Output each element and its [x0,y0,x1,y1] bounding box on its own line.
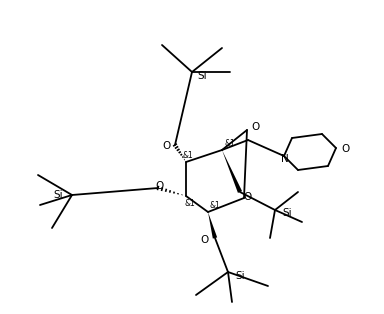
Text: N: N [281,154,289,164]
Text: Si: Si [282,208,292,218]
Text: &1: &1 [185,199,195,208]
Text: Si: Si [197,71,207,81]
Text: O: O [243,192,251,202]
Text: O: O [163,141,171,151]
Text: O: O [341,144,349,154]
Text: &1: &1 [210,201,220,209]
Polygon shape [222,150,242,193]
Text: &1: &1 [225,139,235,149]
Text: Si: Si [235,271,245,281]
Text: &1: &1 [183,151,194,160]
Text: O: O [252,122,260,132]
Text: O: O [201,235,209,245]
Text: O: O [156,181,164,191]
Text: Si: Si [53,190,63,200]
Polygon shape [208,212,217,239]
